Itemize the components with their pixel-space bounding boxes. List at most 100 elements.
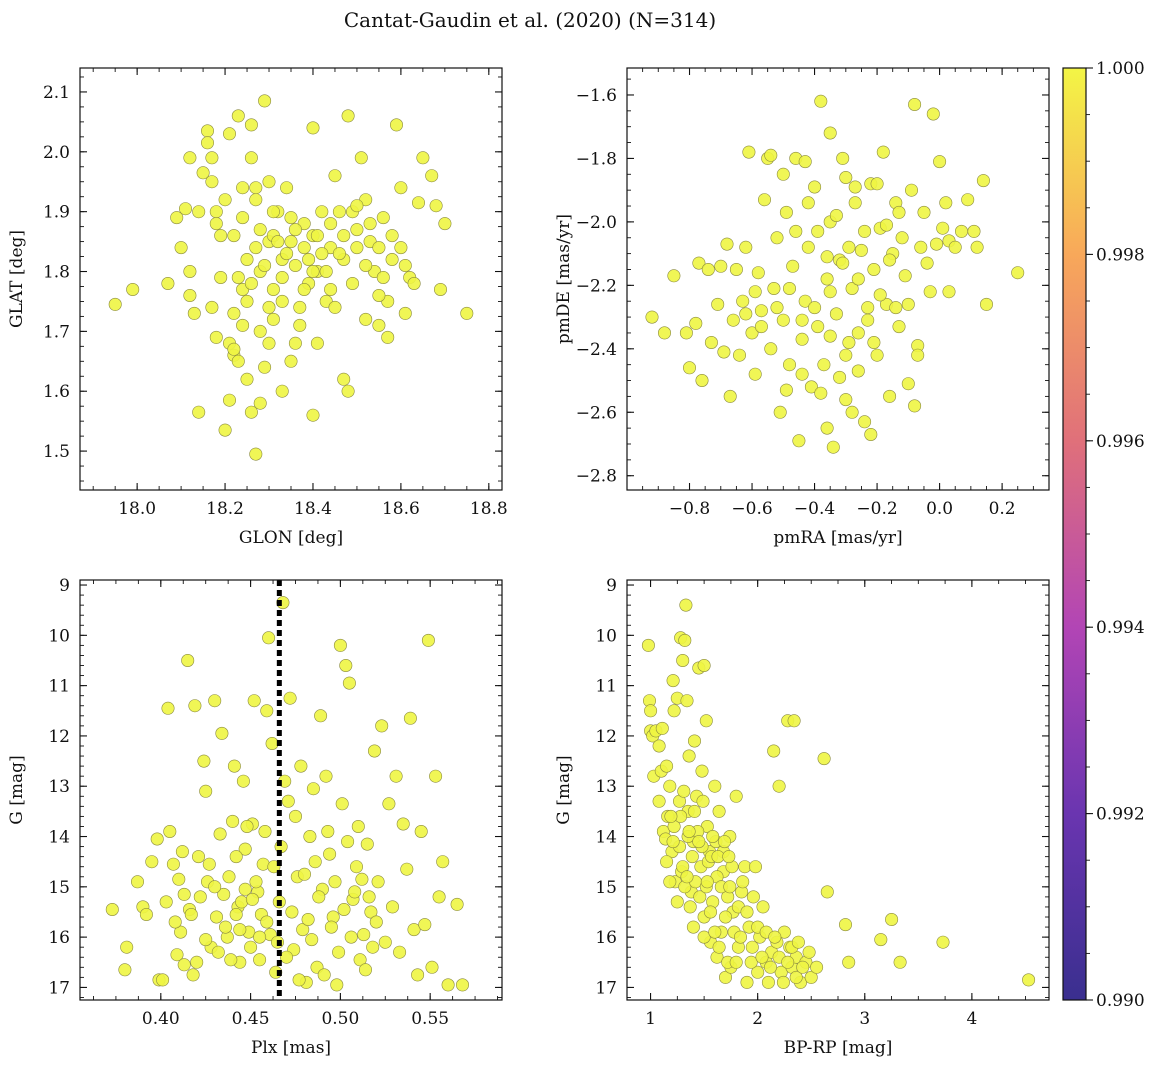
data-point [306,264,320,278]
data-point [168,915,182,929]
data-point [262,336,276,350]
data-point [369,915,383,929]
data-point [359,312,373,326]
data-point [236,211,250,225]
data-point [757,193,771,207]
data-point [786,259,800,273]
data-point [411,968,425,982]
data-point [209,330,223,344]
data-point [885,912,899,926]
data-point [798,294,812,308]
data-point [108,297,122,311]
data-point [748,860,762,874]
data-point [770,231,784,245]
y-tick-label: 2.0 [43,143,70,163]
data-point [126,282,140,296]
x-axis-label: Plx [mas] [251,1038,331,1058]
data-point [249,193,263,207]
y-tick-label: 1.9 [43,203,70,223]
data-point [330,978,344,992]
data-point [328,875,342,889]
data-point [836,256,850,270]
y-tick-label: 10 [48,626,70,646]
data-point [253,223,267,237]
data-point [192,205,206,219]
y-tick-label: −2.8 [576,467,617,487]
data-point [315,247,329,261]
data-point [814,386,828,400]
data-point [218,193,232,207]
points-bprp-g [641,598,1036,989]
x-tick-label: −0.2 [856,499,897,519]
data-point [353,953,367,967]
colorbar-tick-label: 0.994 [1096,618,1145,638]
data-point [382,797,396,811]
x-tick-label: 0.0 [926,499,953,519]
data-point [360,837,374,851]
data-point [249,447,263,461]
data-point [450,897,464,911]
colorbar-tick-label: 0.998 [1096,245,1145,265]
data-point [339,658,353,672]
data-point [156,973,170,987]
data-point [145,855,159,869]
data-point [350,241,364,255]
data-point [202,857,216,871]
data-point [231,354,245,368]
data-point [240,294,254,308]
data-point [692,256,706,270]
data-point [275,384,289,398]
y-tick-label: −2.2 [576,276,617,296]
data-point [315,205,329,219]
data-point [782,358,796,372]
data-point [861,301,875,315]
data-point [901,297,915,311]
data-point [227,759,241,773]
data-point [385,229,399,243]
data-point [923,285,937,299]
data-point [398,258,412,272]
data-point [244,940,258,954]
data-point [652,739,666,753]
data-point [266,282,280,296]
data-point [664,809,678,823]
data-point [305,933,319,947]
data-point [416,151,430,165]
data-point [768,930,782,944]
data-point [687,804,701,818]
data-point [341,109,355,123]
data-point [920,256,934,270]
data-point [739,240,753,254]
colorbar-tick-label: 1.000 [1096,59,1145,79]
data-point [192,405,206,419]
data-point [908,399,922,413]
data-point [421,633,435,647]
data-point [776,975,790,989]
data-point [280,247,294,261]
data-point [161,701,175,715]
data-point [357,928,371,942]
data-point [366,940,380,954]
data-point [337,902,351,916]
data-point [883,253,897,267]
data-point [895,231,909,245]
data-point [358,963,372,977]
data-point [914,240,928,254]
points-glon-glat [108,94,474,461]
data-point [166,857,180,871]
data-point [193,890,207,904]
x-tick-label: 18.4 [294,499,332,519]
data-point [293,300,307,314]
data-point [385,900,399,914]
data-point [796,960,810,974]
data-point [433,282,447,296]
data-point [350,199,364,213]
data-point [118,963,132,977]
data-point [348,885,362,899]
data-point [418,918,432,932]
data-point [258,258,272,272]
data-point [804,380,818,394]
data-point [670,895,684,909]
data-point [192,850,206,864]
